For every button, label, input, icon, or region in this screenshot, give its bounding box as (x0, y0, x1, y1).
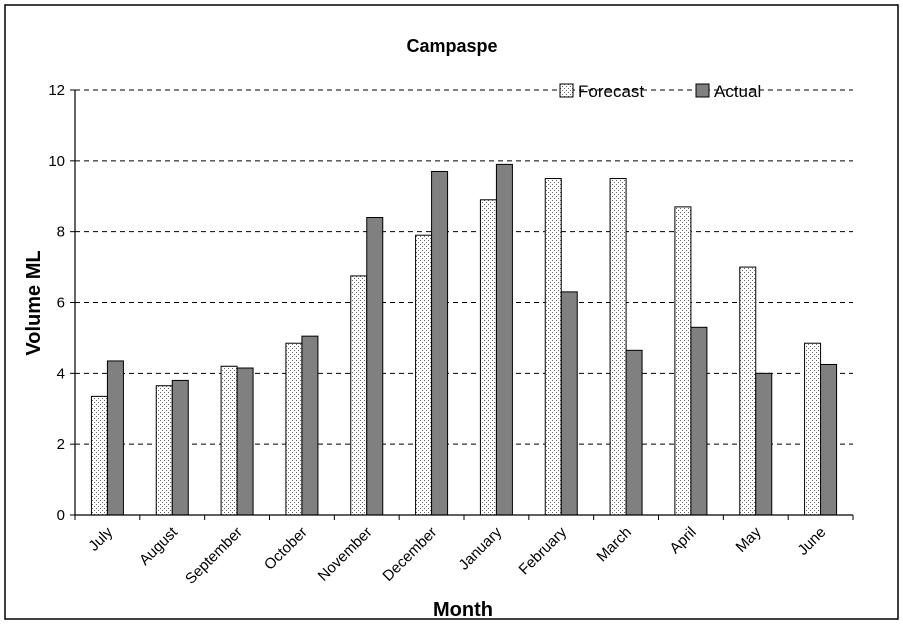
bar-actual-january (495, 163, 513, 516)
bar-actual-february (560, 291, 578, 516)
legend-swatch-actual (695, 83, 710, 98)
bar-forecast-august (155, 385, 173, 516)
bar-forecast-july (90, 395, 108, 516)
bar-actual-november (366, 217, 384, 516)
bar-actual-may (755, 372, 773, 516)
chart-title: Campaspe (406, 36, 497, 56)
bar-forecast-november (350, 275, 368, 516)
y-tick-label-0: 0 (57, 507, 65, 524)
bar-forecast-january (479, 199, 497, 516)
bar-forecast-february (544, 178, 562, 516)
bar-forecast-june (804, 342, 822, 516)
bar-forecast-october (285, 342, 303, 516)
bar-forecast-march (609, 178, 627, 516)
y-tick-label-2: 2 (57, 436, 65, 453)
bar-forecast-april (674, 206, 692, 516)
legend-label-forecast: Forecast (578, 82, 644, 101)
y-tick-label-4: 4 (57, 365, 65, 382)
bar-actual-july (106, 360, 124, 516)
bar-actual-june (820, 363, 838, 516)
bar-actual-september (236, 367, 254, 516)
gridlines (75, 89, 853, 445)
bars (90, 163, 838, 516)
bar-actual-april (690, 326, 708, 516)
x-axis-title: Month (433, 599, 493, 621)
legend: Forecast Actual (559, 82, 761, 101)
y-tick-label-6: 6 (57, 295, 65, 312)
bar-actual-march (625, 349, 643, 516)
bar-forecast-december (415, 234, 433, 516)
y-tick-label-10: 10 (48, 153, 65, 170)
legend-swatch-forecast (559, 83, 574, 98)
y-tick-label-8: 8 (57, 224, 65, 241)
y-tick-label-12: 12 (48, 82, 65, 99)
bar-actual-august (171, 379, 189, 516)
bar-actual-october (301, 335, 319, 516)
bar-forecast-september (220, 365, 238, 516)
chart-border (4, 4, 899, 620)
bar-forecast-may (739, 266, 757, 516)
legend-label-actual: Actual (714, 82, 761, 101)
y-axis-title: Volume ML (23, 250, 45, 355)
bar-actual-december (431, 170, 449, 516)
